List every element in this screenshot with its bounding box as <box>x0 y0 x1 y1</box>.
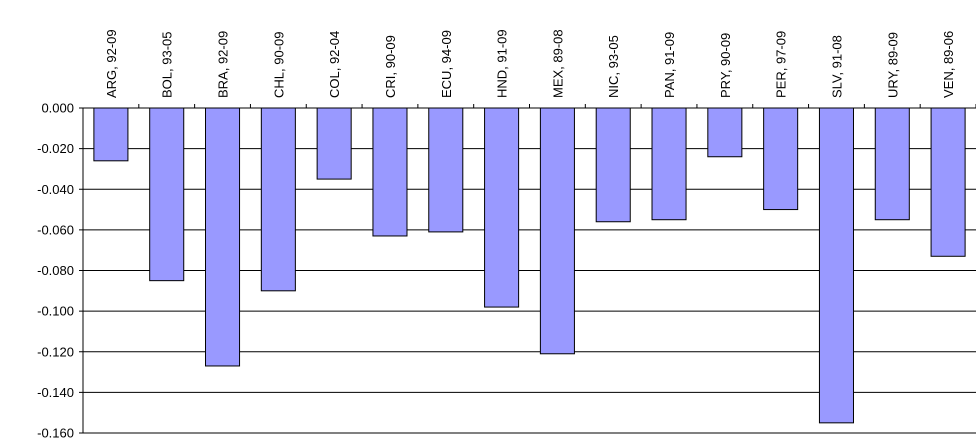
category-labels: ARG, 92-09 BOL, 93-05 BRA, 92-09 CHL, 90-09… <box>104 29 956 98</box>
y-tick-label: -0.060 <box>37 222 74 237</box>
y-tick-label: -0.140 <box>37 385 74 400</box>
category-label: SLV, 91-08 <box>829 35 844 98</box>
bar <box>595 107 631 223</box>
bar <box>260 107 296 292</box>
category-label: COL, 92-04 <box>327 31 342 98</box>
y-tick-label: -0.120 <box>37 344 74 359</box>
category-label: CRI, 90-09 <box>383 35 398 98</box>
category-label: HND, 91-09 <box>495 29 510 98</box>
y-tick-label: -0.020 <box>37 141 74 156</box>
bar <box>539 107 575 355</box>
bars <box>93 107 966 424</box>
category-label: ECU, 94-09 <box>439 30 454 98</box>
bar <box>874 107 910 221</box>
category-label: PRY, 90-09 <box>718 33 733 98</box>
y-tick-label: -0.040 <box>37 182 74 197</box>
bar <box>484 107 520 308</box>
y-tick-label: -0.080 <box>37 263 74 278</box>
y-tick-label: -0.100 <box>37 304 74 319</box>
category-label: MEX, 89-08 <box>550 29 565 98</box>
bar <box>205 107 241 367</box>
category-label: URY, 89-09 <box>885 32 900 98</box>
y-tick-label: -0.160 <box>37 426 74 441</box>
bar <box>149 107 185 282</box>
y-axis-tick-labels: 0.000 -0.020 -0.040 -0.060 -0.080 -0.100 -0.12… <box>37 101 74 441</box>
bar <box>707 107 743 158</box>
bar <box>930 107 966 257</box>
bar <box>93 107 129 162</box>
category-label: BOL, 93-05 <box>160 32 175 99</box>
category-label: ARG, 92-09 <box>104 29 119 98</box>
category-label: PAN, 91-09 <box>662 32 677 98</box>
bar <box>428 107 464 233</box>
bar <box>818 107 854 424</box>
bar <box>316 107 352 180</box>
category-label: PER, 97-09 <box>774 31 789 98</box>
bar <box>763 107 799 211</box>
bar <box>651 107 687 221</box>
y-tick-label: 0.000 <box>41 101 74 116</box>
category-label: VEN, 89-06 <box>941 31 956 98</box>
category-label: NIC, 93-05 <box>606 35 621 98</box>
category-label: CHL, 90-09 <box>271 32 286 98</box>
bar <box>372 107 408 237</box>
category-label: BRA, 92-09 <box>216 31 231 98</box>
